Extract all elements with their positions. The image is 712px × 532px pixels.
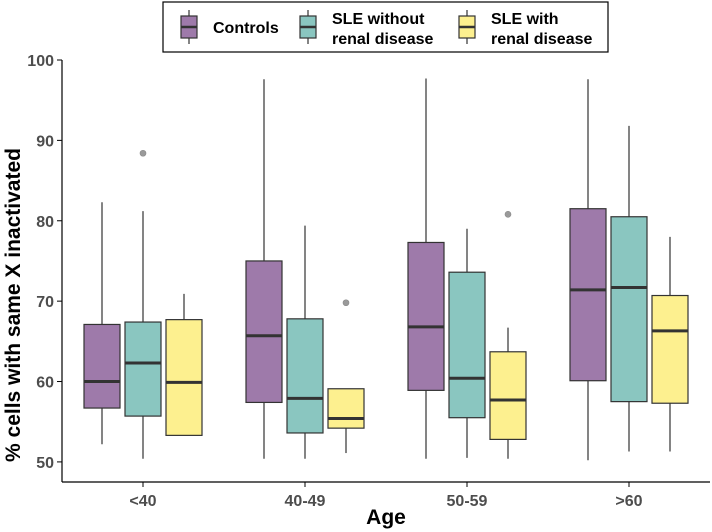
legend-item: SLE with renal disease <box>458 10 593 48</box>
box <box>610 216 648 403</box>
outlier-point <box>504 211 512 218</box>
box-group <box>407 78 445 459</box>
legend-label: SLE with <box>491 11 559 28</box>
box <box>286 318 324 434</box>
y-tick-label: 70 <box>36 294 54 311</box>
legend-label: renal disease <box>332 31 434 48</box>
y-tick-label: 50 <box>36 455 54 472</box>
legend-label: SLE without <box>332 11 425 28</box>
box <box>651 294 689 404</box>
x-tick-label: <40 <box>129 493 156 510</box>
x-tick-label: 40-49 <box>285 493 326 510</box>
legend-item: SLE without renal disease <box>299 10 434 48</box>
box-group <box>569 79 607 461</box>
box <box>407 241 445 391</box>
box <box>448 271 486 419</box>
y-tick-label: 90 <box>36 133 54 150</box>
box-group <box>286 225 324 459</box>
y-axis: 50 60 70 80 90 100 <box>27 53 63 482</box>
outlier-point <box>139 149 147 157</box>
legend-item: Controls <box>180 10 279 44</box>
box <box>83 323 121 409</box>
boxes <box>83 78 689 461</box>
box <box>165 319 203 436</box>
box-group <box>165 293 203 436</box>
legend-frame <box>162 1 609 53</box>
x-tick-label: 50-59 <box>447 493 488 510</box>
box <box>569 208 607 382</box>
box-group <box>124 149 162 459</box>
box-group <box>489 211 527 459</box>
legend-label: Controls <box>213 20 279 37</box>
y-tick-label: 80 <box>36 214 54 231</box>
box-group <box>610 125 648 452</box>
box <box>489 351 527 440</box>
box-group <box>651 236 689 452</box>
box-group <box>448 228 486 458</box>
box-group <box>83 202 121 445</box>
box-group <box>245 79 283 459</box>
box-group <box>327 299 365 454</box>
y-tick-label: 60 <box>36 375 54 392</box>
y-tick-label: 100 <box>27 53 54 70</box>
legend-label: renal disease <box>491 31 593 48</box>
x-axis: <40 40-49 50-59 >60 <box>62 481 710 510</box>
box <box>245 260 283 404</box>
y-axis-title: % cells with same X inactivated <box>2 148 25 462</box>
outlier-point <box>342 299 350 307</box>
box <box>124 321 162 417</box>
box <box>327 388 365 429</box>
x-axis-title: Age <box>366 506 406 529</box>
x-tick-label: >60 <box>615 493 642 510</box>
